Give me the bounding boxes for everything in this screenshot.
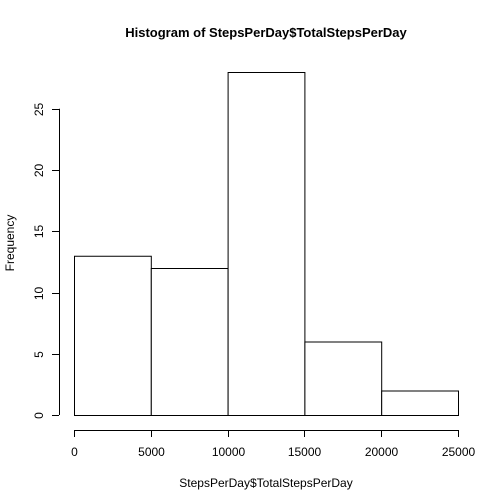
x-tick-label: 15000 [288, 445, 322, 459]
bars-group [74, 72, 460, 416]
y-tick-label: 10 [32, 287, 46, 301]
y-tick-label: 15 [32, 225, 46, 239]
x-tick-label: 5000 [138, 445, 165, 459]
histogram-bar-2 [150, 268, 229, 416]
y-tick-label: 0 [32, 412, 46, 419]
y-tick-label: 5 [32, 351, 46, 358]
y-axis-label: Frequency [3, 215, 17, 272]
x-tick-label: 25000 [442, 445, 476, 459]
x-tick-label: 10000 [212, 445, 246, 459]
histogram-bar-5 [381, 390, 460, 416]
histogram-bar-1 [74, 255, 152, 416]
y-axis: 0 5 10 15 20 25 [32, 103, 60, 419]
x-axis-label: StepsPerDay$TotalStepsPerDay [179, 476, 352, 490]
y-tick-label: 25 [32, 103, 46, 117]
histogram-bar-4 [304, 341, 383, 416]
chart-title: Histogram of StepsPerDay$TotalStepsPerDa… [125, 25, 407, 40]
x-tick-label: 0 [71, 445, 78, 459]
histogram-bar-3 [227, 72, 306, 416]
x-axis: 0 5000 10000 15000 20000 25000 [71, 430, 476, 459]
x-tick-label: 20000 [365, 445, 399, 459]
y-tick-label: 20 [32, 164, 46, 178]
